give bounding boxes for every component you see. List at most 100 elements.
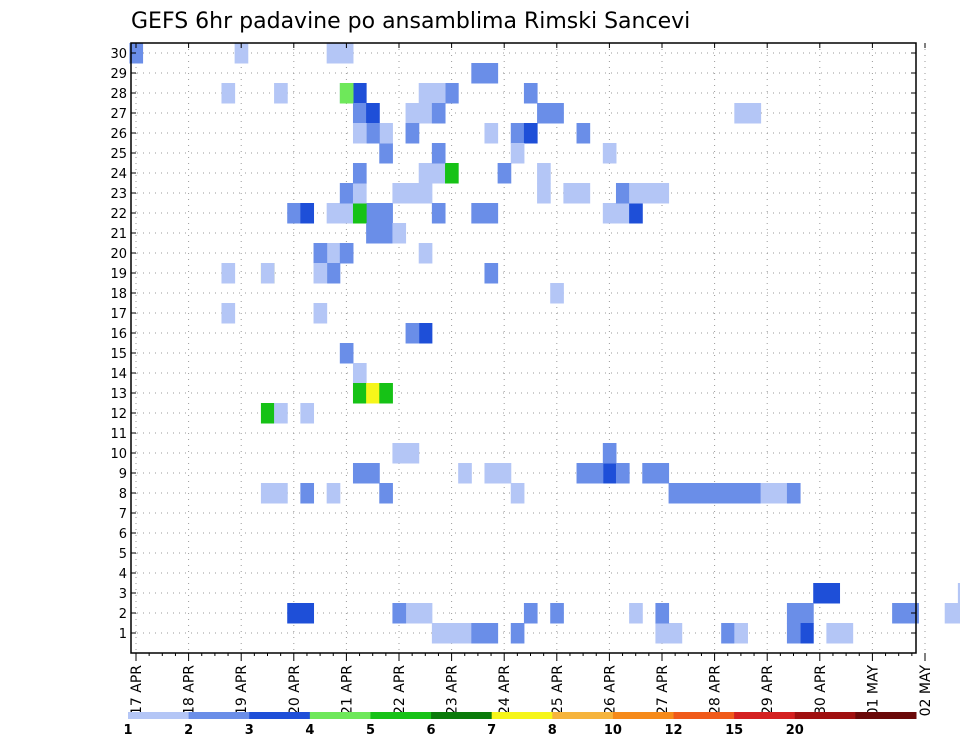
x-tick-label: 27 APR <box>655 665 671 715</box>
precip-cell <box>576 123 591 144</box>
y-tick-label: 16 <box>110 327 127 342</box>
precip-cell <box>786 623 801 644</box>
precip-cell <box>366 123 380 144</box>
precip-cell <box>826 623 841 644</box>
y-tick-label: 13 <box>110 387 127 402</box>
precip-cell <box>379 383 393 404</box>
precip-cell <box>129 43 144 64</box>
legend-swatch <box>431 712 493 719</box>
precip-cell <box>445 83 459 104</box>
y-tick-label: 6 <box>119 527 127 542</box>
precip-cell <box>484 263 499 284</box>
precip-cell <box>892 603 906 624</box>
precip-cell <box>786 483 801 504</box>
precip-cell <box>313 243 328 264</box>
y-tick-label: 17 <box>110 307 127 322</box>
chart-title: GEFS 6hr padavine po ansamblima Rimski S… <box>131 9 690 34</box>
legend-level-label: 7 <box>487 723 496 738</box>
precip-cell <box>537 103 551 124</box>
x-tick-label: 29 APR <box>760 665 776 715</box>
y-tick-label: 27 <box>110 107 127 122</box>
precip-cell <box>405 603 420 624</box>
y-tick-label: 9 <box>119 467 127 482</box>
precip-cell <box>339 243 354 264</box>
precip-cell <box>352 363 367 384</box>
y-tick-label: 15 <box>110 347 127 362</box>
precip-cell <box>287 203 301 224</box>
precip-cell <box>300 483 315 504</box>
precip-cell <box>260 403 275 424</box>
y-tick-label: 25 <box>110 147 127 162</box>
precip-cell <box>576 183 591 204</box>
precip-cell <box>326 243 341 264</box>
precip-cell <box>734 483 748 504</box>
precip-cell <box>405 103 420 124</box>
precip-cell <box>786 603 801 624</box>
x-tick-label: 24 APR <box>497 665 513 715</box>
precip-cell <box>602 463 617 484</box>
x-tick-label: 26 APR <box>602 665 618 715</box>
legend-swatch <box>249 712 311 719</box>
precip-cell <box>550 103 564 124</box>
y-tick-label: 2 <box>119 607 127 622</box>
legend-swatch <box>673 712 735 719</box>
precip-cell <box>418 163 433 184</box>
precip-cell <box>405 183 420 204</box>
precip-cell <box>510 123 525 144</box>
precip-cell <box>550 283 564 304</box>
precip-cell <box>339 183 354 204</box>
precip-cell <box>602 203 617 224</box>
precip-cell <box>484 203 499 224</box>
precip-cell <box>668 483 683 504</box>
precip-cell <box>668 623 683 644</box>
y-tick-label: 20 <box>110 247 127 262</box>
legend-level-label: 3 <box>245 723 254 738</box>
precip-cell <box>800 623 814 644</box>
precip-cell <box>418 83 433 104</box>
y-tick-label: 22 <box>110 207 127 222</box>
y-tick-label: 18 <box>110 287 127 302</box>
precip-cell <box>418 323 433 344</box>
legend-swatch <box>612 712 675 719</box>
precip-cell <box>352 103 367 124</box>
precip-cell <box>537 163 551 184</box>
y-axis: 1234567891011121314151617181920212223242… <box>110 47 916 642</box>
precip-cell <box>615 463 630 484</box>
y-tick-label: 8 <box>119 487 127 502</box>
precip-cell <box>379 483 393 504</box>
precip-cell <box>721 483 735 504</box>
precip-cell <box>379 123 393 144</box>
precip-cell <box>405 323 420 344</box>
precip-cell <box>326 43 341 64</box>
y-tick-label: 29 <box>110 67 127 82</box>
precip-cell <box>497 463 512 484</box>
precip-cell <box>339 83 354 104</box>
precip-cell <box>484 123 499 144</box>
precip-cell <box>352 183 367 204</box>
legend-level-label: 1 <box>123 723 132 738</box>
precip-cell <box>313 303 328 324</box>
precip-cell <box>379 203 393 224</box>
legend-level-label: 5 <box>366 723 375 738</box>
precip-cell <box>274 403 288 424</box>
precip-cell <box>813 583 827 604</box>
precip-cell <box>260 483 275 504</box>
legend-swatch <box>794 712 856 719</box>
precip-cell <box>445 163 459 184</box>
y-tick-label: 12 <box>110 407 127 422</box>
precip-cell <box>523 83 538 104</box>
precip-cell <box>339 203 354 224</box>
precip-cell <box>274 483 288 504</box>
precip-cell <box>747 103 762 124</box>
plot-frame <box>130 42 917 654</box>
y-tick-label: 14 <box>110 367 127 382</box>
precip-cell <box>550 603 564 624</box>
y-tick-label: 24 <box>110 167 127 182</box>
precip-cell <box>352 203 367 224</box>
precip-cell <box>326 483 341 504</box>
precip-cell <box>458 463 472 484</box>
legend-swatch <box>128 712 190 719</box>
precip-cell <box>510 483 525 504</box>
precip-cell <box>260 263 275 284</box>
legend-level-label: 12 <box>664 723 682 738</box>
